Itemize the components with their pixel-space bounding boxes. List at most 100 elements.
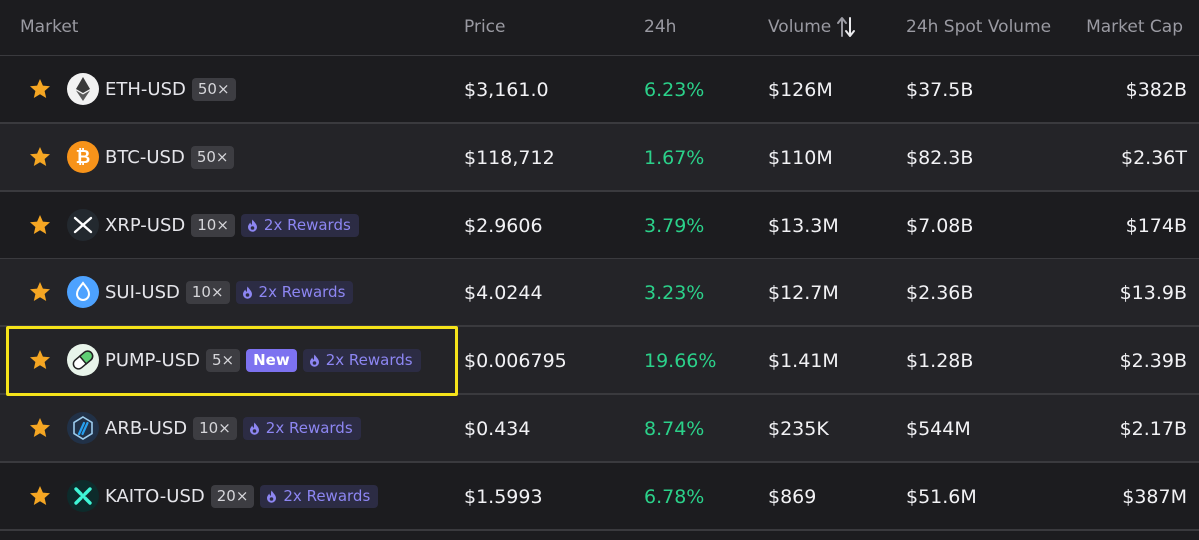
spot-volume-cell: $37.5B — [906, 79, 974, 101]
volume-cell: $12.7M — [768, 282, 839, 305]
market-symbol[interactable]: ETH-USD 50× — [105, 78, 242, 101]
rewards-badge: 2x Rewards — [240, 213, 359, 237]
spot-volume-cell: $1.28B — [906, 350, 974, 373]
change-cell: 3.23% — [644, 282, 705, 305]
favorite-star-icon[interactable] — [28, 145, 52, 169]
table-row[interactable]: ₿ BTC-USD 50× $118,712 1.67% $110M $82.3B $2.36… — [0, 123, 1199, 192]
change-cell: 8.74% — [644, 418, 705, 440]
flame-icon — [242, 286, 252, 300]
column-header-spot-volume[interactable]: 24h Spot Volume — [906, 17, 1052, 37]
rewards-badge: 2x Rewards — [302, 349, 421, 373]
leverage-badge: 20× — [210, 484, 255, 508]
market-cap-cell: $174B — [1125, 214, 1187, 237]
column-header-24h[interactable]: 24h — [644, 17, 677, 37]
change-cell: 6.78% — [644, 485, 705, 508]
volume-cell: $13.3M — [768, 214, 839, 237]
market-cap-cell: $13.9B — [1119, 282, 1187, 305]
leverage-badge: 5× — [205, 349, 241, 373]
spot-volume-cell: $7.08B — [906, 214, 974, 237]
market-symbol[interactable]: BTC-USD 50× — [105, 145, 240, 169]
favorite-star-icon[interactable] — [28, 484, 52, 508]
kaito-icon — [67, 479, 99, 512]
table-row[interactable]: PUMP-USD 5× New 2x Rewards $0.006795 19.66% $1… — [0, 327, 1199, 396]
table-row[interactable]: ETH-USD 50× $3,161.0 6.23% $126M $37.5B $382B — [0, 56, 1199, 124]
market-symbol[interactable]: SUI-USD 10× 2x Rewards — [105, 281, 354, 305]
leverage-badge: 10× — [193, 417, 237, 440]
column-header-price[interactable]: Price — [464, 17, 506, 37]
symbol-name: ETH-USD — [105, 79, 186, 100]
flame-icon — [247, 219, 257, 232]
rewards-label: 2x Rewards — [265, 419, 353, 437]
change-cell: 1.67% — [644, 146, 705, 169]
flame-icon — [249, 422, 259, 435]
market-symbol[interactable]: XRP-USD 10× 2x Rewards — [105, 213, 359, 237]
column-header-market[interactable]: Market — [20, 17, 79, 37]
sui-icon — [67, 276, 99, 309]
volume-cell: $110M — [768, 146, 833, 169]
rewards-badge: 2x Rewards — [242, 417, 361, 440]
new-badge: New — [246, 349, 297, 373]
spot-volume-cell: $544M — [906, 418, 971, 440]
rewards-label: 2x Rewards — [283, 486, 371, 505]
spot-volume-cell: $51.6M — [906, 485, 977, 508]
xrp-icon — [67, 208, 99, 241]
column-header-volume[interactable]: Volume — [768, 17, 832, 37]
favorite-star-icon[interactable] — [28, 213, 52, 237]
svg-text:₿: ₿ — [76, 147, 91, 168]
rewards-badge: 2x Rewards — [260, 484, 379, 508]
change-cell: 6.23% — [644, 79, 705, 101]
price-cell: $4.0244 — [464, 282, 543, 305]
rewards-badge: 2x Rewards — [235, 281, 354, 305]
market-symbol[interactable]: PUMP-USD 5× New 2x Rewards — [105, 349, 421, 373]
change-cell: 19.66% — [644, 350, 717, 373]
market-symbol[interactable]: ARB-USD 10× 2x Rewards — [105, 417, 361, 440]
table-row[interactable]: SUI-USD 10× 2x Rewards $4.0244 3.23% $12.7M $2… — [0, 259, 1199, 328]
table-row[interactable]: ARB-USD 10× 2x Rewards $0.434 8.74% $235K $544… — [0, 395, 1199, 463]
leverage-badge: 50× — [191, 78, 236, 101]
market-cap-cell: $2.39B — [1119, 350, 1187, 373]
sort-icon[interactable] — [836, 14, 856, 40]
table-header: Market Price 24h Volume 24h Spot Volume … — [0, 0, 1199, 56]
symbol-name: ARB-USD — [105, 418, 188, 439]
eth-icon — [67, 73, 99, 105]
column-header-market-cap[interactable]: Market Cap — [1086, 17, 1183, 37]
favorite-star-icon[interactable] — [28, 348, 52, 372]
flame-icon — [309, 354, 319, 367]
price-cell: $118,712 — [464, 146, 555, 169]
symbol-name: XRP-USD — [105, 214, 186, 236]
volume-cell: $126M — [768, 79, 833, 101]
leverage-badge: 10× — [191, 213, 235, 237]
table-row[interactable]: KAITO-USD 20× 2x Rewards $1.5993 6.78% $869 $5… — [0, 462, 1199, 531]
arb-icon — [67, 412, 99, 444]
price-cell: $2.9606 — [464, 214, 543, 237]
change-cell: 3.79% — [644, 214, 705, 237]
rewards-label: 2x Rewards — [258, 283, 346, 302]
market-cap-cell: $382B — [1125, 79, 1187, 101]
price-cell: $1.5993 — [464, 485, 543, 508]
flame-icon — [267, 490, 277, 503]
leverage-badge: 10× — [185, 281, 230, 305]
favorite-star-icon[interactable] — [28, 77, 52, 101]
volume-cell: $869 — [768, 485, 817, 508]
table-row[interactable]: XRP-USD 10× 2x Rewards $2.9606 3.79% $13.3M $7… — [0, 191, 1199, 260]
leverage-badge: 50× — [190, 145, 235, 169]
price-cell: $3,161.0 — [464, 79, 549, 101]
spot-volume-cell: $2.36B — [906, 282, 974, 305]
price-cell: $0.006795 — [464, 350, 567, 373]
favorite-star-icon[interactable] — [28, 280, 52, 304]
pump-icon — [67, 344, 99, 377]
rewards-label: 2x Rewards — [263, 215, 351, 234]
symbol-name: BTC-USD — [105, 146, 185, 168]
volume-cell: $235K — [768, 418, 829, 440]
symbol-name: KAITO-USD — [105, 485, 205, 507]
market-cap-cell: $387M — [1122, 485, 1187, 508]
spot-volume-cell: $82.3B — [906, 146, 974, 169]
market-cap-cell: $2.17B — [1119, 418, 1187, 440]
rewards-label: 2x Rewards — [325, 351, 413, 370]
market-cap-cell: $2.36T — [1121, 146, 1187, 169]
symbol-name: SUI-USD — [105, 282, 180, 304]
symbol-name: PUMP-USD — [105, 350, 200, 372]
btc-icon: ₿ — [67, 140, 99, 173]
favorite-star-icon[interactable] — [28, 416, 52, 440]
market-symbol[interactable]: KAITO-USD 20× 2x Rewards — [105, 484, 379, 508]
